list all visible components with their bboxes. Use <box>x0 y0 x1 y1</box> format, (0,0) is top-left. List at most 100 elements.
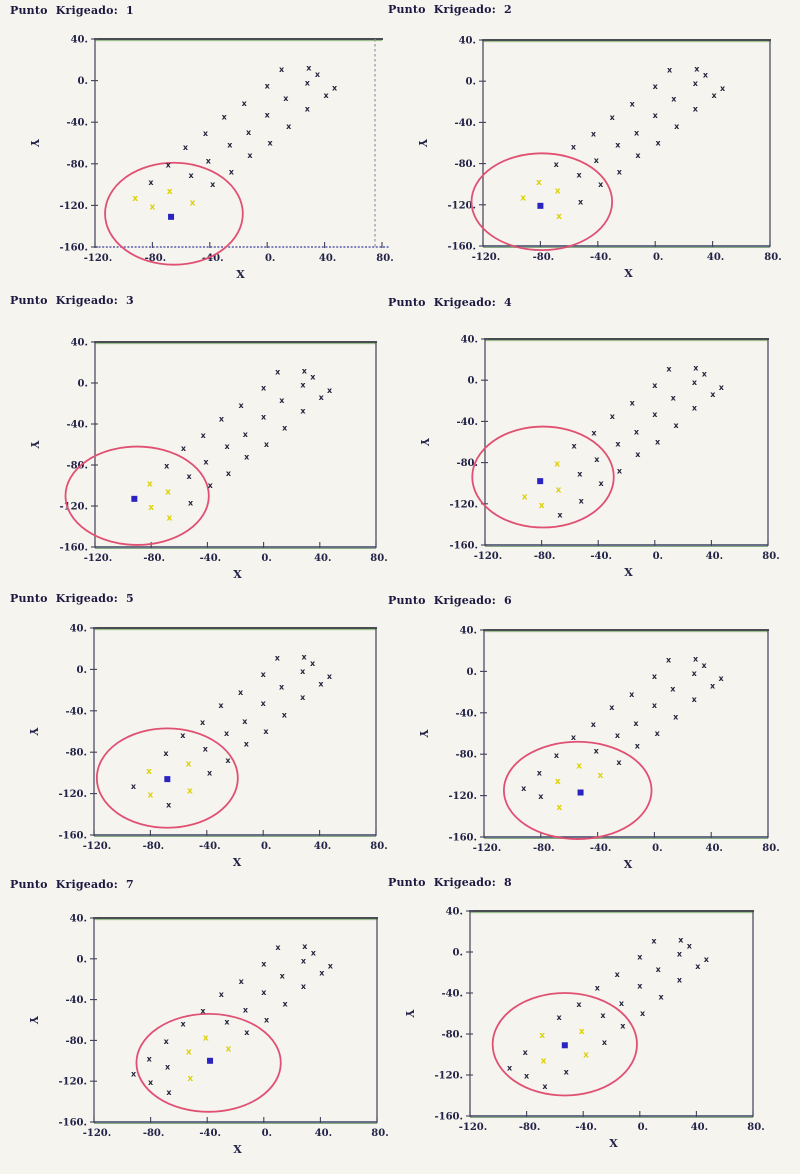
neighbor-point-marker: x <box>554 460 560 470</box>
x-tick-label: 0. <box>653 551 663 562</box>
sample-point-marker: x <box>305 104 311 113</box>
sample-point-marker: x <box>579 496 585 505</box>
sample-point-marker: x <box>677 950 683 959</box>
sample-point-marker: x <box>602 1038 608 1047</box>
x-tick-label: -120. <box>472 252 501 263</box>
y-tick-label: 0. <box>78 76 88 87</box>
search-ellipse <box>135 1012 282 1113</box>
sample-point-marker: x <box>598 479 604 488</box>
sample-point-marker: x <box>572 442 578 451</box>
y-tick-label: -120. <box>58 789 87 800</box>
sample-point-marker: x <box>615 141 621 150</box>
x-tick-label: -40. <box>575 1122 597 1133</box>
y-tick-label: -120. <box>448 791 477 802</box>
sample-point-marker: x <box>719 383 725 392</box>
x-axis-title: X <box>233 568 242 581</box>
y-axis: 40. 0. -40. -80. -120. -160. Y <box>416 36 486 253</box>
sample-point-marker: x <box>677 975 683 984</box>
sample-point-marker: x <box>219 414 225 423</box>
kriged-point-marker <box>168 213 175 220</box>
sample-point-marker: x <box>189 171 195 180</box>
x-axis: -120. -80. -40. 0. 40. 80. X <box>474 540 780 579</box>
y-tick-label: -40. <box>441 989 463 1000</box>
sample-point-marker: x <box>637 953 643 962</box>
x-axis-title: X <box>624 566 633 579</box>
sample-point-marker: x <box>300 693 306 702</box>
y-axis: 40. 0. -40. -80. -120. -160. Y <box>417 626 487 844</box>
sample-point-marker: x <box>703 71 709 80</box>
sample-point-marker: x <box>275 943 281 952</box>
sample-point-marker: x <box>658 993 664 1002</box>
search-ellipse <box>491 992 638 1097</box>
neighbor-point-marker: x <box>165 488 171 498</box>
neighbor-point-marker: x <box>226 1045 232 1055</box>
y-tick-label: -120. <box>59 201 88 212</box>
plot-title: Punto Krigeado: 8 <box>388 876 512 889</box>
sample-point-marker: x <box>302 653 308 662</box>
y-axis-title: Y <box>28 440 41 449</box>
plot-canvas: -120. -80. -40. 0. 40. 80.X40.0.-40.-80.-120.… <box>28 338 388 582</box>
sample-point-marker: x <box>218 701 224 710</box>
sample-point-marker: x <box>523 1048 529 1057</box>
y-tick-label: 40. <box>461 335 478 346</box>
y-tick-label: 40. <box>71 338 88 349</box>
sample-point-marker: x <box>310 372 316 381</box>
sample-point-marker: x <box>619 999 625 1008</box>
x-tick-label: 80. <box>370 553 387 564</box>
sample-point-marker: x <box>318 679 324 688</box>
x-axis-title: X <box>236 268 245 281</box>
y-tick-label: -40. <box>65 995 87 1006</box>
sample-point-marker: x <box>702 370 708 379</box>
sample-point-marker: x <box>652 410 658 419</box>
neighbor-point-marker: x <box>132 194 138 204</box>
sample-point-marker: x <box>261 384 267 393</box>
sample-point-marker: x <box>246 128 252 137</box>
x-axis: -120. -80. -40. 0. 40. 80. X <box>459 1111 765 1150</box>
y-tick-label: 0. <box>77 665 87 676</box>
sample-point-marker: x <box>282 711 288 720</box>
sample-point-marker: x <box>305 78 311 87</box>
x-tick-label: 0. <box>265 253 275 264</box>
sample-point-marker: x <box>692 404 698 413</box>
sample-point-marker: x <box>244 1028 250 1037</box>
y-tick-label: -80. <box>66 461 88 472</box>
sample-point-marker: x <box>655 139 661 148</box>
plot-frame <box>93 627 377 835</box>
y-tick-label: -40. <box>65 706 87 717</box>
sample-point-marker: x <box>203 458 209 467</box>
plot-frame <box>469 910 754 1116</box>
sample-point-marker: x <box>673 713 679 722</box>
sample-point-marker: x <box>693 105 699 114</box>
x-axis-title: X <box>624 267 633 280</box>
sample-point-marker: x <box>279 396 285 405</box>
sample-point-marker: x <box>507 1063 513 1072</box>
sample-point-marker: x <box>577 470 583 479</box>
x-tick-label: 40. <box>691 1122 708 1133</box>
y-tick-label: 0. <box>468 376 478 387</box>
sample-point-marker: x <box>692 669 698 678</box>
sample-point-marker: x <box>147 1054 153 1063</box>
search-ellipse <box>64 445 210 546</box>
y-tick-label: -40. <box>66 118 88 129</box>
sample-point-marker: x <box>617 167 623 176</box>
x-tick-label: -80. <box>143 841 165 852</box>
sample-point-marker: x <box>265 81 271 90</box>
sample-point-marker: x <box>327 672 333 681</box>
sample-point-marker: x <box>166 801 172 810</box>
x-axis-title: X <box>609 1137 618 1150</box>
sample-point-marker: x <box>635 450 641 459</box>
y-tick-label: -40. <box>66 420 88 431</box>
sample-point-marker: x <box>554 160 560 169</box>
sample-point-marker: x <box>261 960 267 969</box>
sample-point-marker: x <box>542 1082 548 1091</box>
y-tick-label: 0. <box>78 379 88 390</box>
plot-canvas: -120. -80. -40. 0. 40. 80.X40.0.-40.-80.-120.… <box>27 624 388 870</box>
neighbor-point-marker: x <box>583 1051 589 1061</box>
y-axis: 40. 0. -40. -80. -120. -160. Y <box>28 338 98 554</box>
